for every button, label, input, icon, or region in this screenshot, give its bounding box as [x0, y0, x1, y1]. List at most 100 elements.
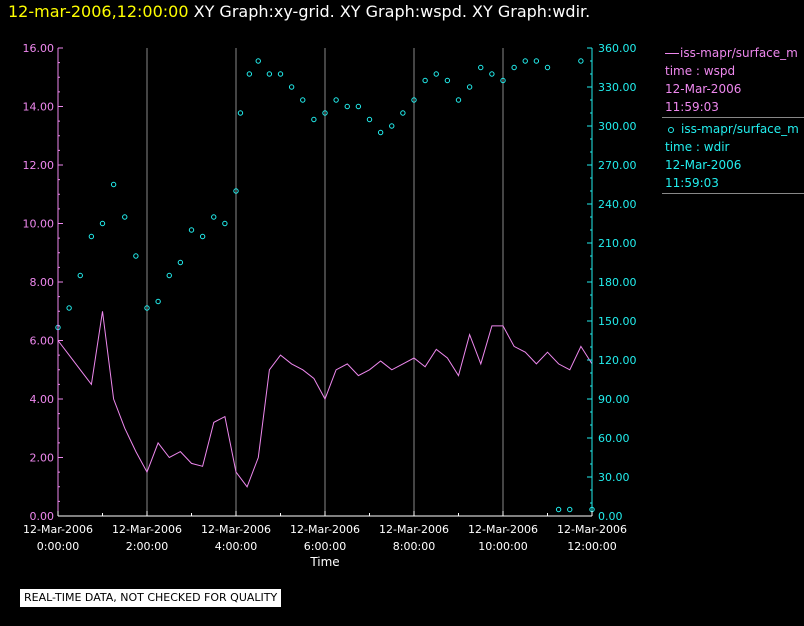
legend-name-line: iss-mapr/surface_m: [662, 120, 804, 138]
wspd-line: [57, 311, 593, 488]
wspd-series: [57, 311, 593, 488]
y-left-tick-label-8: 16.00: [23, 42, 55, 55]
x-tick-label-date-0: 12-Mar-2006: [23, 523, 93, 536]
y-left-tick-label-2: 4.00: [30, 393, 55, 406]
legend-series-name: iss-mapr/surface_m: [681, 122, 799, 136]
wdir-series: [55, 58, 595, 513]
legend-time: 11:59:03: [665, 176, 719, 190]
grid-layer: [146, 48, 504, 516]
x-axis-label: Time: [309, 555, 339, 569]
x-tick-label-time-6: 12:00:00: [567, 540, 616, 553]
x-tick-label-time-4: 8:00:00: [393, 540, 435, 553]
y-right-tick-label-6: 180.00: [598, 276, 637, 289]
wdir-point-36: [444, 77, 451, 84]
wdir-point-15: [222, 220, 228, 227]
y-left-tick-label-6: 12.00: [23, 159, 55, 172]
wdir-point-11: [177, 259, 184, 266]
wdir-point-12: [188, 227, 195, 233]
wdir-point-5: [110, 181, 117, 188]
wdir-point-21: [277, 71, 284, 77]
wdir-point-17: [237, 110, 244, 116]
legend-line2: time : wspd: [665, 64, 736, 78]
x-tick-label-date-4: 12-Mar-2006: [379, 523, 449, 536]
wdir-point-10: [166, 272, 172, 279]
wdir-point-28: [355, 103, 362, 110]
y-right-tick-label-5: 150.00: [598, 315, 637, 328]
wdir-point-33: [411, 97, 417, 103]
wdir-point-35: [433, 71, 439, 77]
wdir-point-2: [77, 272, 83, 279]
y-right-tick-label-11: 330.00: [598, 81, 637, 94]
wdir-point-26: [333, 97, 339, 103]
y-left-tick-label-5: 10.00: [23, 218, 55, 231]
wdir-point-9: [155, 298, 161, 305]
wdir-point-19: [255, 58, 261, 64]
wdir-point-7: [133, 253, 139, 259]
wdir-point-43: [522, 58, 528, 64]
y-right-tick-label-8: 240.00: [598, 198, 637, 211]
wdir-point-14: [211, 214, 217, 220]
wdir-point-44: [533, 58, 540, 64]
wdir-point-6: [122, 214, 128, 220]
wdir-point-3: [88, 233, 95, 240]
wdir-point-39: [478, 64, 484, 71]
x-tick-label-date-3: 12-Mar-2006: [290, 523, 360, 536]
x-tick-label-date-6: 12-Mar-2006: [557, 523, 627, 536]
wdir-point-16: [233, 188, 239, 194]
wdir-point-8: [144, 305, 150, 311]
wdir-point-23: [300, 97, 306, 103]
wdir-point-25: [322, 110, 328, 116]
wdir-point-48: [578, 58, 584, 64]
wdir-point-34: [422, 77, 428, 84]
y-right-tick-label-10: 300.00: [598, 120, 637, 133]
legend-series-name: iss-mapr/surface_m: [680, 46, 798, 60]
x-tick-label-date-2: 12-Mar-2006: [201, 523, 271, 536]
wdir-point-27: [344, 103, 350, 110]
legend-date: 12-Mar-2006: [665, 82, 742, 96]
y-left-tick-label-4: 8.00: [30, 276, 55, 289]
wdir-point-1: [66, 305, 72, 311]
legend-time: 11:59:03: [665, 100, 719, 114]
legend-entry-wdir: iss-mapr/surface_m time : wdir 12-Mar-2006…: [662, 120, 804, 194]
wdir-point-31: [389, 123, 395, 129]
y-right-tick-label-1: 30.00: [598, 471, 630, 484]
header: 12-mar-2006,12:00:00 XY Graph:xy-grid. X…: [8, 0, 590, 24]
legend-date: 12-Mar-2006: [665, 158, 742, 172]
y-right-tick-label-7: 210.00: [598, 237, 637, 250]
wdir-point-41: [500, 77, 506, 84]
wdir-point-30: [377, 129, 384, 136]
y-right-tick-label-0: 0.00: [598, 510, 623, 523]
y-left-tick-label-3: 6.00: [30, 335, 55, 348]
header-graphs: XY Graph:xy-grid. XY Graph:wspd. XY Grap…: [193, 2, 591, 21]
wdir-point-38: [466, 84, 473, 90]
wdir-point-13: [199, 233, 206, 240]
y-right-tick-label-12: 360.00: [598, 42, 637, 55]
x-tick-label-time-5: 10:00:00: [478, 540, 527, 553]
y-left-tick-label-7: 14.00: [23, 101, 55, 114]
wdir-point-4: [99, 220, 106, 227]
y-right-tick-label-2: 60.00: [598, 432, 630, 445]
wdir-point-42: [511, 64, 517, 71]
wdir-point-29: [366, 116, 373, 123]
wdir-point-46: [555, 506, 562, 513]
wdir-point-24: [311, 116, 317, 123]
y-left-tick-label-1: 2.00: [30, 452, 55, 465]
circle-key-icon: [668, 126, 674, 133]
wdir-point-20: [266, 71, 273, 77]
wdir-point-18: [246, 71, 253, 77]
line-key-icon: [665, 53, 679, 54]
wdir-point-47: [567, 506, 573, 513]
x-tick-label-time-2: 4:00:00: [215, 540, 257, 553]
wdir-point-32: [400, 110, 406, 116]
wdir-point-22: [288, 84, 295, 90]
header-timestamp: 12-mar-2006,12:00:00: [8, 2, 189, 21]
quality-disclaimer: REAL-TIME DATA, NOT CHECKED FOR QUALITY: [20, 589, 282, 607]
x-tick-label-time-0: 0:00:00: [37, 540, 79, 553]
x-tick-label-time-3: 6:00:00: [304, 540, 346, 553]
axis-layer: 0.00 2.00 4.00 6.00 8.00 10.00 12.00 14.00 16.00…: [23, 42, 637, 569]
wdir-point-37: [455, 97, 462, 103]
wdir-point-45: [544, 64, 551, 71]
